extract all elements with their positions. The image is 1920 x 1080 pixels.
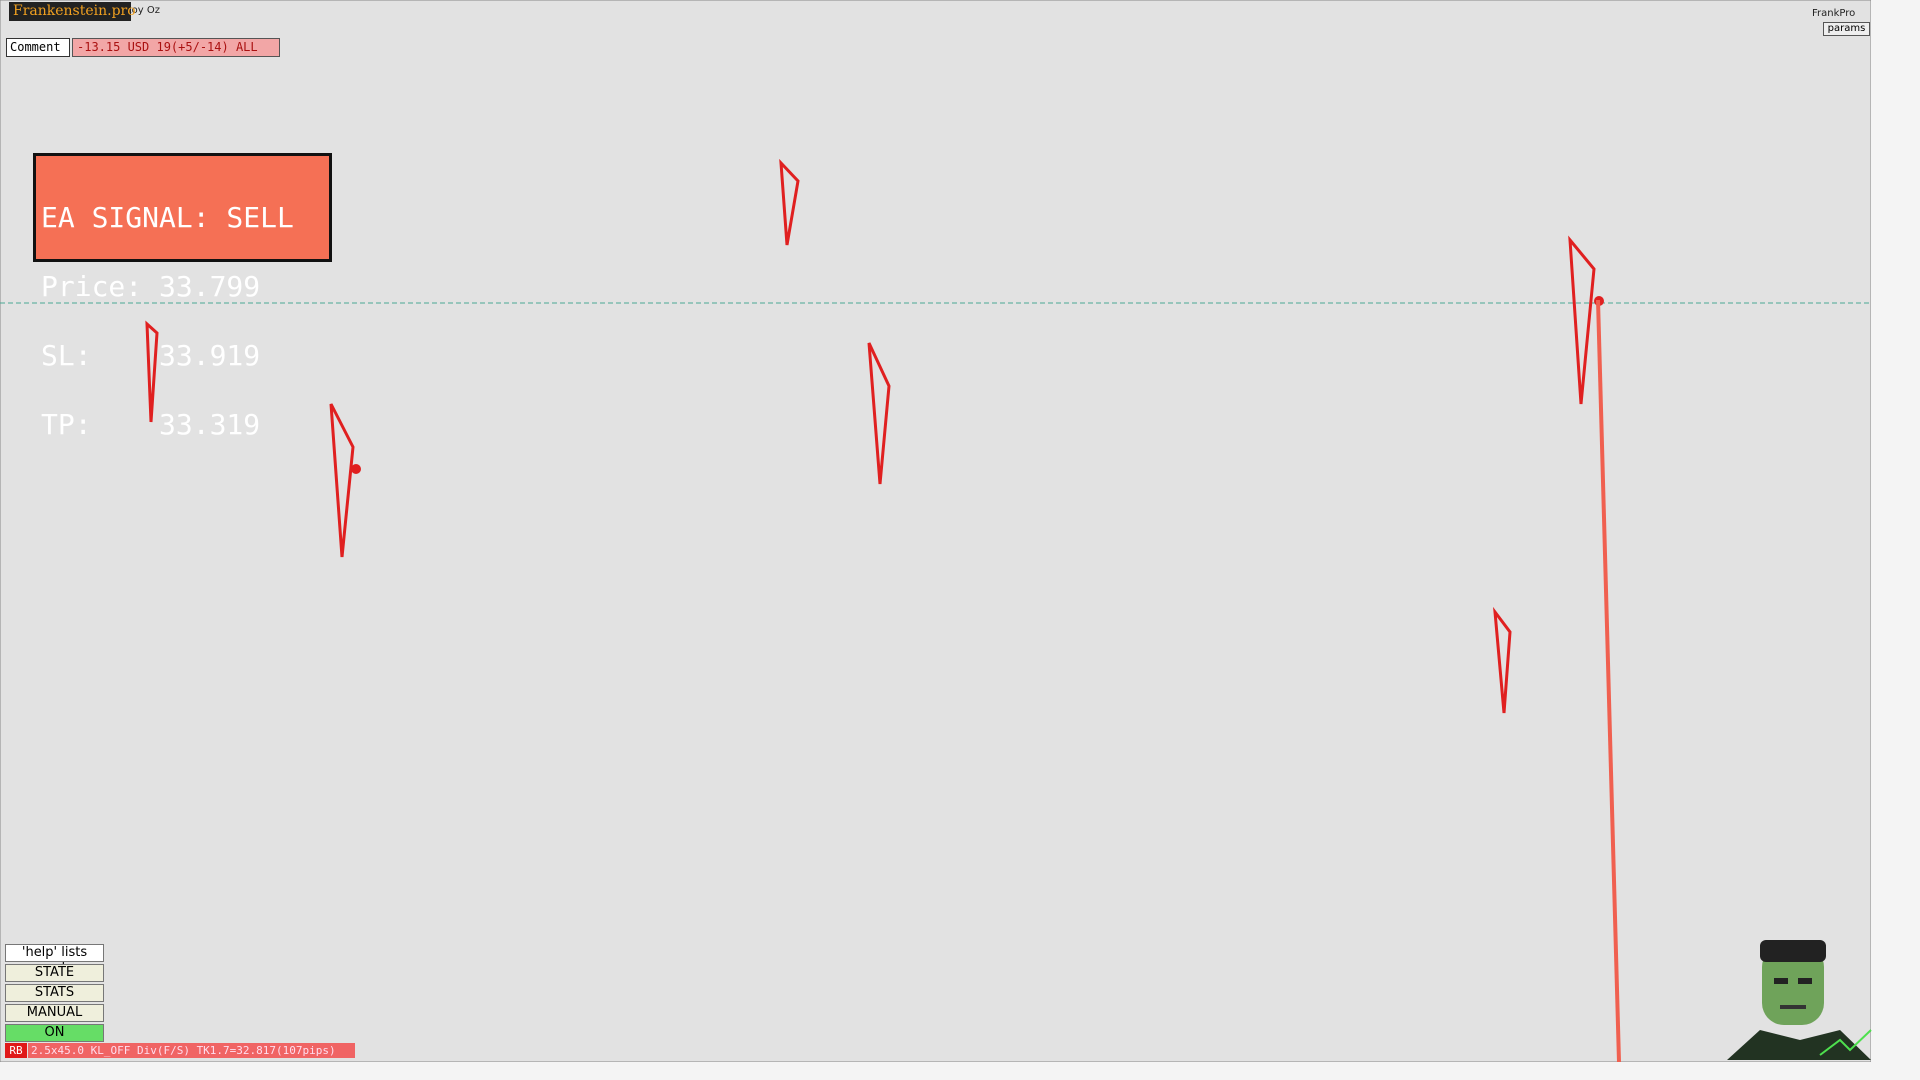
price-axis [1871,0,1920,1080]
rb-pattern [329,403,355,558]
rb-pattern [1568,235,1596,405]
signal-price: Price: 33.799 [41,270,261,303]
signal-tp: TP: 33.319 [41,408,261,441]
brand: Frankenstein.pro [9,2,136,21]
rb-patterns [145,158,1596,714]
account: FrankPro [1812,8,1855,19]
symbol: xoy Oz [126,5,160,16]
on-button[interactable]: ON [5,1024,104,1042]
params-button[interactable]: params [1823,22,1870,36]
logo [1727,940,1872,1060]
status-text: 2.5x45.0 KL_OFF Div(F/S) TK1.7=32.817(10… [28,1043,355,1058]
time-axis [0,1062,1871,1080]
status-tag: RB [5,1043,27,1058]
comment-text: -13.15 USD 19(+5/-14) ALL [72,38,280,57]
rb-pattern [779,158,800,246]
manual-button[interactable]: MANUAL [5,1004,104,1022]
rb-pattern [867,342,891,485]
signal-title: EA SIGNAL: SELL [41,201,294,234]
rb-pattern [145,320,159,423]
stats-button[interactable]: STATS [5,984,104,1002]
comment-label: Comment [6,38,70,57]
signal-panel: EA SIGNAL: SELL Price: 33.799 SL: 33.919… [33,153,332,439]
rb-pattern [1493,606,1512,714]
rb-marker [351,464,361,474]
signal-sl: SL: 33.919 [41,339,261,372]
sell-projection [1596,299,1621,1063]
state-button[interactable]: STATE [5,964,104,982]
help-button[interactable]: 'help' lists cmds [5,944,104,976]
